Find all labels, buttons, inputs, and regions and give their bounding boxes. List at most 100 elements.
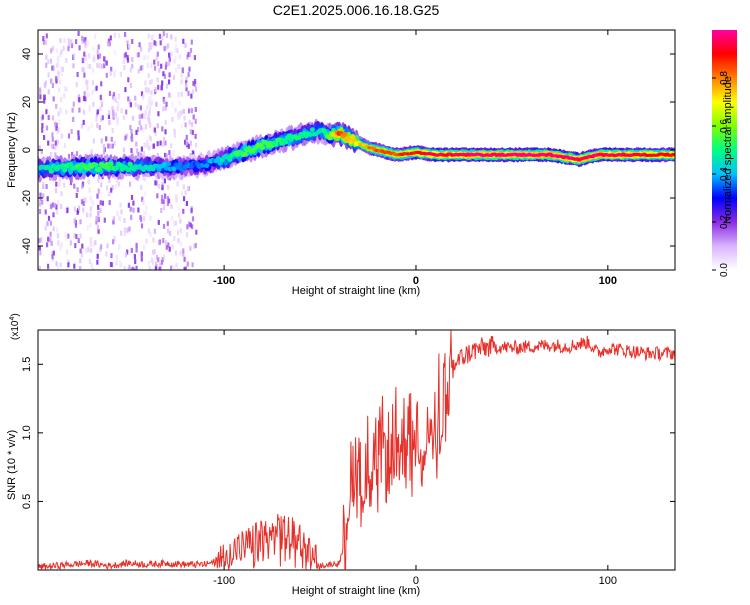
noise-speck <box>186 186 190 192</box>
noise-speck <box>168 79 171 85</box>
noise-speck <box>159 40 162 46</box>
noise-speck <box>140 256 143 262</box>
noise-speck <box>40 237 43 243</box>
noise-speck <box>113 69 116 75</box>
noise-speck <box>190 93 193 99</box>
noise-speck <box>58 52 62 58</box>
noise-speck <box>67 262 70 268</box>
noise-speck <box>153 59 156 65</box>
noise-speck <box>111 128 114 133</box>
noise-speck <box>97 228 100 234</box>
noise-speck <box>194 243 197 248</box>
colorbar-label: Normalized spectral amplitude <box>722 76 734 224</box>
noise-speck <box>113 96 116 102</box>
noise-speck <box>38 201 42 207</box>
noise-speck <box>98 125 101 130</box>
noise-speck <box>131 266 135 270</box>
noise-speck <box>188 108 191 114</box>
noise-speck <box>130 129 133 135</box>
noise-speck <box>175 43 178 49</box>
noise-speck <box>137 104 140 110</box>
noise-speck <box>174 36 177 42</box>
noise-speck <box>184 190 187 196</box>
ridge-cell <box>77 166 83 172</box>
noise-speck <box>67 259 70 265</box>
noise-speck <box>112 239 115 245</box>
noise-speck <box>155 261 158 267</box>
colorbar-ticks: 0.0 0.2 0.4 0.6 0.8 <box>712 71 730 277</box>
noise-speck <box>118 33 121 39</box>
noise-speck <box>145 204 148 210</box>
noise-speck <box>127 96 130 102</box>
noise-speck <box>151 100 154 106</box>
noise-speck <box>187 143 190 149</box>
noise-speck <box>155 180 158 186</box>
ridge-cell <box>96 166 102 172</box>
noise-speck <box>140 46 143 52</box>
noise-speck <box>91 80 94 86</box>
noise-speck <box>189 129 192 135</box>
noise-speck <box>114 112 117 118</box>
ridge-cell <box>48 169 55 174</box>
noise-speck <box>116 106 119 112</box>
noise-speck <box>100 138 103 144</box>
snr-multiplier-base: (x10 <box>10 320 21 340</box>
noise-speck <box>110 253 113 259</box>
noise-speck <box>157 183 160 189</box>
noise-speck <box>38 146 41 152</box>
ridge-cell <box>259 145 266 151</box>
noise-speck <box>142 127 145 133</box>
noise-speck <box>146 140 149 146</box>
noise-speck <box>77 135 80 141</box>
noise-speck <box>102 144 105 150</box>
noise-speck <box>190 108 193 114</box>
noise-speck <box>184 122 187 128</box>
noise-speck <box>83 91 86 97</box>
noise-speck <box>43 135 46 140</box>
noise-speck <box>81 243 84 249</box>
noise-speck <box>59 79 62 85</box>
spectrogram-x-axis-label: Height of straight line (km) <box>292 285 420 297</box>
noise-speck <box>97 44 100 50</box>
noise-speck <box>166 196 169 202</box>
colorbar-tick-label: 0.0 <box>719 263 730 277</box>
noise-speck <box>113 140 116 146</box>
noise-speck <box>144 87 147 93</box>
noise-speck <box>130 148 133 154</box>
noise-speck <box>47 236 50 242</box>
noise-speck <box>165 244 168 250</box>
noise-speck <box>168 246 171 252</box>
noise-speck <box>60 49 63 55</box>
noise-speck <box>50 48 53 54</box>
noise-speck <box>116 120 119 126</box>
noise-speck <box>140 223 144 229</box>
snr-y-tick-label: 0.5 <box>21 494 33 509</box>
noise-speck <box>130 214 133 220</box>
noise-speck <box>158 266 161 270</box>
noise-speck <box>66 208 69 213</box>
noise-speck <box>58 181 61 187</box>
noise-speck <box>138 114 141 120</box>
chart-title: C2E1.2025.006.16.18.G25 <box>273 2 440 18</box>
noise-speck <box>85 91 88 97</box>
noise-speck <box>127 77 130 83</box>
noise-speck <box>124 135 127 141</box>
noise-speck <box>42 181 45 187</box>
noise-speck <box>106 185 109 191</box>
noise-speck <box>85 80 88 86</box>
noise-speck <box>185 86 188 92</box>
noise-speck <box>162 136 165 142</box>
noise-speck <box>150 90 153 96</box>
noise-speck <box>185 134 188 140</box>
noise-speck <box>45 109 48 115</box>
noise-speck <box>135 141 138 147</box>
noise-speck <box>189 140 192 146</box>
noise-speck <box>98 173 101 179</box>
noise-speck <box>118 260 122 266</box>
noise-speck <box>123 265 126 270</box>
noise-speck <box>164 64 167 70</box>
noise-speck <box>51 83 54 88</box>
noise-speck <box>39 87 42 93</box>
noise-speck <box>55 204 58 210</box>
ridge-cell <box>106 165 112 171</box>
